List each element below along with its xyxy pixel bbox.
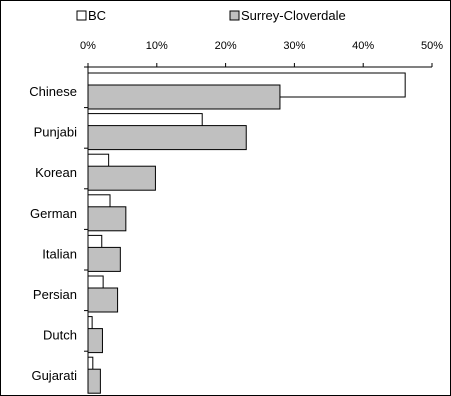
x-tick-label: 30% <box>283 40 305 52</box>
x-tick-label: 10% <box>146 40 168 52</box>
bar-surrey-cloverdale-chinese <box>87 84 281 110</box>
category-label-german: German <box>30 206 77 221</box>
category-label-gujarati: Gujarati <box>31 368 77 383</box>
bar-surrey-cloverdale-german <box>87 206 127 232</box>
bar-surrey-cloverdale-italian <box>87 246 121 272</box>
category-labels: Chinese Punjabi Korean German Italian Persian… <box>29 66 88 383</box>
category-label-dutch: Dutch <box>43 328 77 343</box>
category-label-punjabi: Punjabi <box>34 125 77 140</box>
x-tick-label: 20% <box>215 40 237 52</box>
legend: BC Surrey-Cloverdale <box>76 8 346 23</box>
category-label-italian: Italian <box>42 246 77 261</box>
bar-surrey-cloverdale-dutch <box>87 328 103 354</box>
legend-swatch-surrey-cloverdale <box>229 10 240 21</box>
bar-surrey-cloverdale-punjabi <box>87 125 247 151</box>
bar-surrey-cloverdale-persian <box>87 287 119 313</box>
bar-surrey-cloverdale-korean <box>87 165 156 191</box>
bars <box>87 72 406 394</box>
x-tick-label: 40% <box>352 40 374 52</box>
category-label-persian: Persian <box>33 287 77 302</box>
category-label-chinese: Chinese <box>29 84 77 99</box>
legend-label-surrey-cloverdale: Surrey-Cloverdale <box>241 8 346 23</box>
x-tick-label: 50% <box>421 40 443 52</box>
x-tick-label: 0% <box>80 40 96 52</box>
category-label-korean: Korean <box>35 165 77 180</box>
legend-swatch-bc <box>76 10 87 21</box>
bar-surrey-cloverdale-gujarati <box>87 368 101 394</box>
legend-label-bc: BC <box>88 8 106 23</box>
